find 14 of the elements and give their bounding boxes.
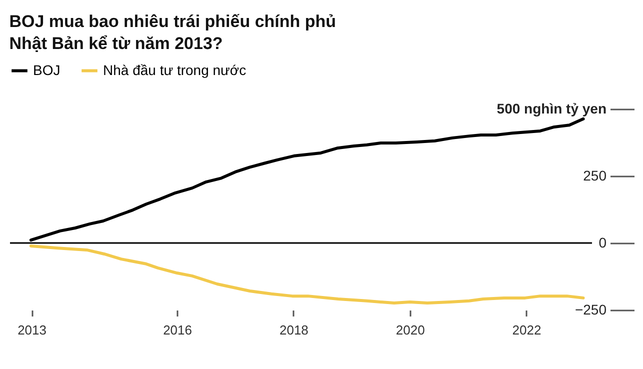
text: BOJ mua bao nhiêu trái phiếu chính phủ — [9, 12, 336, 31]
y-tick-label: 500 nghìn tỷ yen — [496, 100, 606, 116]
x-tick-label: 2020 — [396, 322, 425, 338]
y-tick-label: −250 — [574, 302, 607, 318]
x-tick-label: 2022 — [512, 322, 542, 338]
legend-label: Nhà đầu tư trong nước — [103, 62, 246, 78]
x-tick-label: 2013 — [18, 322, 46, 338]
line-series — [29, 244, 585, 305]
legend-label: BOJ — [33, 62, 60, 78]
text: Nhật Bản kể từ năm 2013? — [9, 34, 223, 53]
x-tick-label: 2016 — [163, 322, 192, 338]
y-tick-label: 0 — [598, 234, 607, 250]
x-tick-label: 2018 — [279, 322, 308, 338]
y-tick-label: 250 — [583, 168, 607, 184]
